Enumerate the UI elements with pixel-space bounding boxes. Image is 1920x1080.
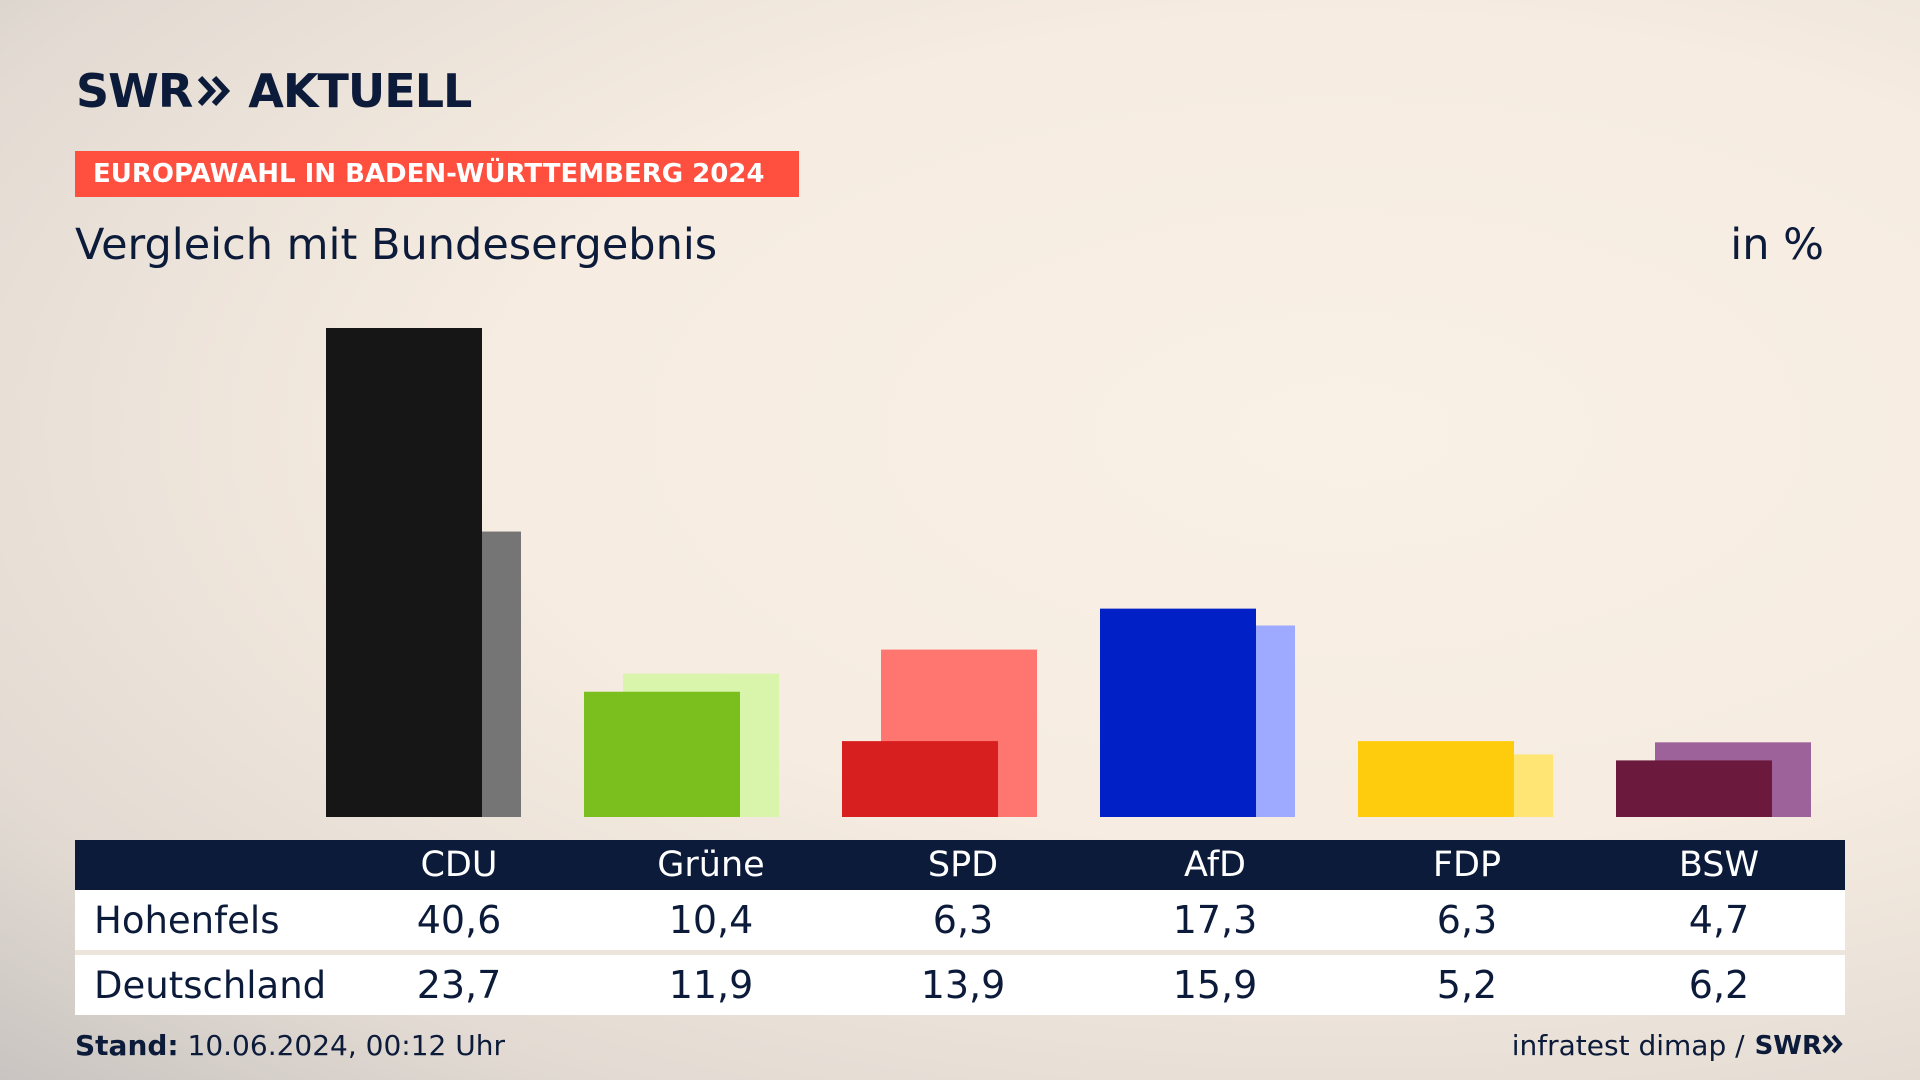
value-cell: 6,3 [837, 890, 1089, 955]
value-cell: 23,7 [333, 955, 585, 1015]
value-cell: 6,2 [1593, 955, 1845, 1015]
footer-swr-logo: SWR [1754, 1030, 1822, 1061]
timestamp: Stand: 10.06.2024, 00:12 Uhr [75, 1029, 505, 1062]
value-cell: 4,7 [1593, 890, 1845, 955]
value-cell: 5,2 [1341, 955, 1593, 1015]
bar-hohenfels-spd [842, 741, 998, 817]
logo-swr-text: SWR [76, 64, 193, 118]
party-header: BSW [1593, 840, 1845, 890]
value-cell: 6,3 [1341, 890, 1593, 955]
election-banner: EUROPAWAHL IN BADEN-WÜRTTEMBERG 2024 [75, 151, 799, 197]
bar-hohenfels-grne [584, 691, 740, 817]
value-cell: 15,9 [1089, 955, 1341, 1015]
header-spacer [75, 840, 333, 890]
bar-hohenfels-fdp [1358, 741, 1514, 817]
bar-hohenfels-afd [1100, 608, 1256, 817]
table-row: Hohenfels 40,6 10,4 6,3 17,3 6,3 4,7 [75, 890, 1845, 955]
swr-aktuell-logo: SWR AKTUELL [76, 64, 472, 118]
party-header: SPD [837, 840, 1089, 890]
value-cell: 40,6 [333, 890, 585, 955]
bar-chart [326, 328, 1811, 817]
party-header: FDP [1341, 840, 1593, 890]
results-table: CDU Grüne SPD AfD FDP BSW Hohenfels 40,6… [75, 840, 1845, 1015]
double-chevron-icon [1822, 1029, 1844, 1062]
table-header-row: CDU Grüne SPD AfD FDP BSW [75, 840, 1845, 890]
chart-subtitle: Vergleich mit Bundesergebnis [75, 220, 718, 270]
stand-value: 10.06.2024, 00:12 Uhr [187, 1029, 505, 1062]
bar-hohenfels-cdu [326, 328, 482, 817]
source-credit: infratest dimap / SWR [1512, 1029, 1844, 1062]
double-chevron-icon [198, 74, 232, 108]
value-cell: 17,3 [1089, 890, 1341, 955]
value-cell: 11,9 [585, 955, 837, 1015]
row-label: Hohenfels [75, 890, 333, 955]
party-header: Grüne [585, 840, 837, 890]
unit-label: in % [1730, 220, 1824, 270]
row-label: Deutschland [75, 955, 333, 1015]
stand-label: Stand: [75, 1029, 179, 1062]
table-row: Deutschland 23,7 11,9 13,9 15,9 5,2 6,2 [75, 955, 1845, 1015]
bar-hohenfels-bsw [1616, 760, 1772, 817]
logo-aktuell-text: AKTUELL [248, 64, 472, 118]
value-cell: 13,9 [837, 955, 1089, 1015]
party-header: CDU [333, 840, 585, 890]
party-header: AfD [1089, 840, 1341, 890]
value-cell: 10,4 [585, 890, 837, 955]
source-text: infratest dimap / [1511, 1029, 1745, 1062]
